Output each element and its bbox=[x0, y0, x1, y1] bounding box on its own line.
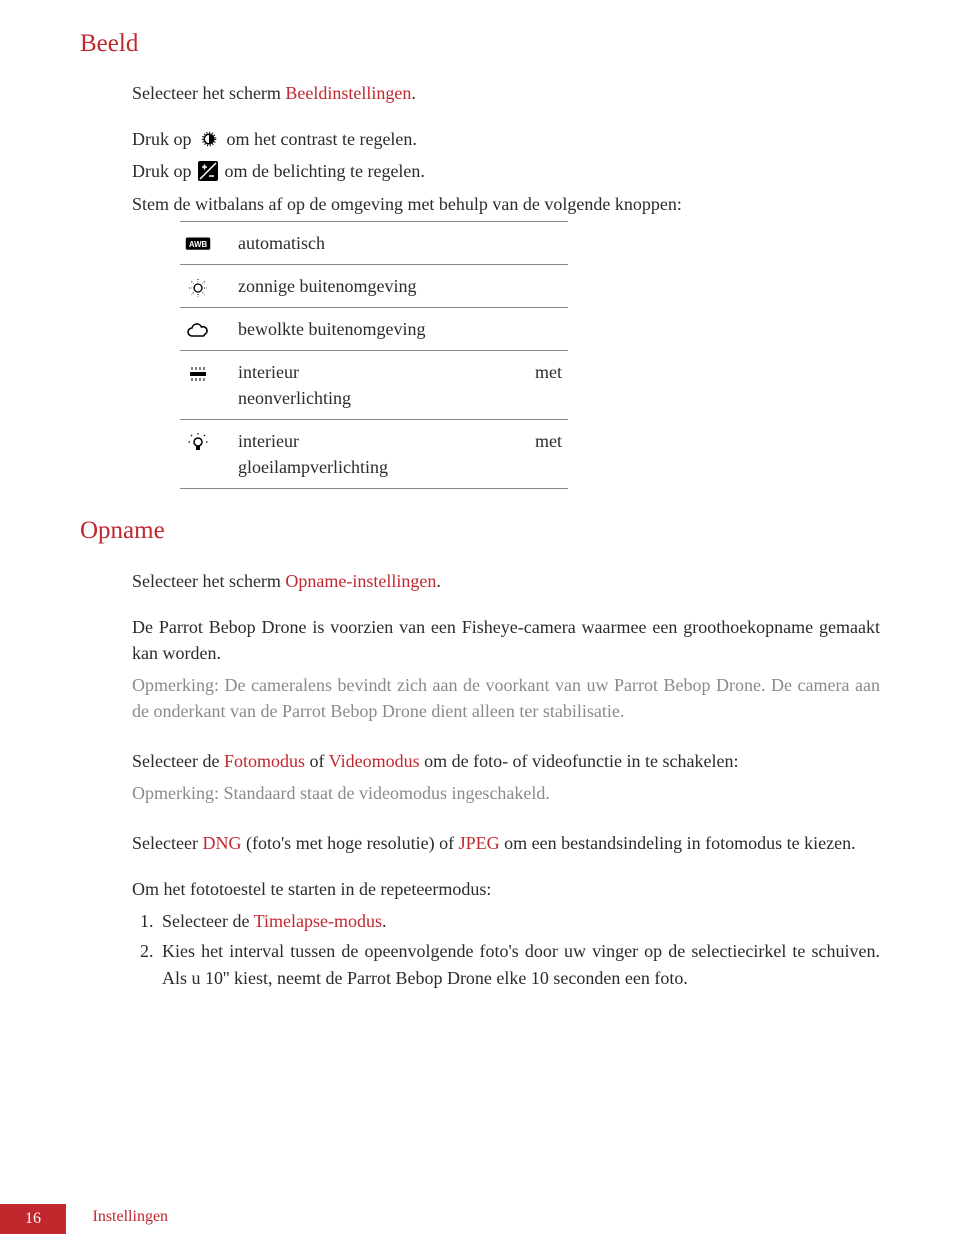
text: met bbox=[535, 428, 562, 454]
page-number: 16 bbox=[0, 1204, 66, 1234]
text: Selecteer bbox=[132, 833, 202, 853]
text: . bbox=[411, 83, 416, 103]
link-beeldinstellingen: Beeldinstellingen bbox=[285, 83, 411, 103]
opname-fisheye: De Parrot Bebop Drone is voorzien van ee… bbox=[132, 614, 880, 666]
text: of bbox=[305, 751, 329, 771]
link-dng: DNG bbox=[202, 833, 241, 853]
beeld-wb-intro: Stem de witbalans af op de omgeving met … bbox=[132, 191, 880, 217]
text: interieur bbox=[238, 428, 299, 454]
text: interieur bbox=[238, 359, 299, 385]
opname-repeat-intro: Om het fototoestel te starten in de repe… bbox=[132, 876, 880, 902]
note-body: Standaard staat de videomodus ingeschake… bbox=[219, 783, 550, 803]
beeld-contrast-line: Druk op om het contrast te regelen. bbox=[132, 126, 880, 152]
wb-row-bulb: interieur met gloeilampverlichting bbox=[180, 420, 568, 489]
wb-label: zonnige buitenomgeving bbox=[232, 264, 568, 307]
page-footer: 16 Instellingen bbox=[0, 1204, 960, 1234]
text: (foto's met hoge resolutie) of bbox=[241, 833, 458, 853]
sun-icon bbox=[184, 277, 212, 299]
opname-format: Selecteer DNG (foto's met hoge resolutie… bbox=[132, 830, 880, 856]
text: Druk op bbox=[132, 129, 196, 149]
opname-modus: Selecteer de Fotomodus of Videomodus om … bbox=[132, 748, 880, 774]
cloud-icon bbox=[184, 320, 212, 342]
opname-note1: Opmerking: De cameralens bevindt zich aa… bbox=[132, 672, 880, 724]
text: om het contrast te regelen. bbox=[227, 129, 417, 149]
wb-row-neon: interieur met neonverlichting bbox=[180, 350, 568, 419]
text: neonverlichting bbox=[238, 385, 562, 411]
link-videomodus: Videomodus bbox=[329, 751, 420, 771]
opname-steps: Selecteer de Timelapse-modus. Kies het i… bbox=[158, 908, 880, 990]
wb-row-cloud: bewolkte buitenomgeving bbox=[180, 307, 568, 350]
bulb-icon bbox=[184, 432, 212, 454]
text: Druk op bbox=[132, 161, 196, 181]
text: om een bestandsindeling in fotomodus te … bbox=[500, 833, 856, 853]
beeld-exposure-line: Druk op om de belichting te regelen. bbox=[132, 158, 880, 184]
wb-table: AWB automatisch zonnige buitenomgeving b… bbox=[180, 221, 568, 490]
link-timelapse-modus: Timelapse-modus bbox=[254, 911, 382, 931]
step-1: Selecteer de Timelapse-modus. bbox=[158, 908, 880, 934]
contrast-icon bbox=[198, 128, 220, 150]
exposure-icon bbox=[198, 161, 218, 181]
opname-intro: Selecteer het scherm Opname-instellingen… bbox=[132, 568, 880, 594]
note-label: Opmerking: bbox=[132, 675, 219, 695]
text: . bbox=[382, 911, 387, 931]
note-label: Opmerking: bbox=[132, 783, 219, 803]
text: Selecteer de bbox=[132, 751, 224, 771]
link-fotomodus: Fotomodus bbox=[224, 751, 305, 771]
footer-section: Instellingen bbox=[93, 1205, 169, 1228]
step-2: Kies het interval tussen de opeenvolgend… bbox=[158, 938, 880, 990]
text: om de foto- of videofunctie in te schake… bbox=[420, 751, 739, 771]
link-jpeg: JPEG bbox=[459, 833, 500, 853]
svg-text:AWB: AWB bbox=[189, 240, 208, 249]
beeld-intro: Selecteer het scherm Beeldinstellingen. bbox=[132, 80, 880, 106]
awb-icon: AWB bbox=[184, 234, 212, 256]
text: gloeilampverlichting bbox=[238, 454, 562, 480]
link-opname-instellingen: Opname-instellingen bbox=[285, 571, 436, 591]
neon-icon bbox=[184, 363, 212, 385]
text: Selecteer het scherm bbox=[132, 83, 285, 103]
heading-beeld: Beeld bbox=[80, 26, 880, 62]
text: . bbox=[436, 571, 441, 591]
text: met bbox=[535, 359, 562, 385]
text: om de belichting te regelen. bbox=[225, 161, 425, 181]
wb-label: interieur met neonverlichting bbox=[232, 350, 568, 419]
wb-label: automatisch bbox=[232, 221, 568, 264]
heading-opname: Opname bbox=[80, 513, 880, 549]
wb-row-awb: AWB automatisch bbox=[180, 221, 568, 264]
wb-label: bewolkte buitenomgeving bbox=[232, 307, 568, 350]
wb-label: interieur met gloeilampverlichting bbox=[232, 420, 568, 489]
text: Selecteer de bbox=[162, 911, 254, 931]
text: Selecteer het scherm bbox=[132, 571, 285, 591]
note-body: De cameralens bevindt zich aan de voorka… bbox=[132, 675, 880, 721]
opname-note2: Opmerking: Standaard staat de videomodus… bbox=[132, 780, 880, 806]
wb-row-sun: zonnige buitenomgeving bbox=[180, 264, 568, 307]
